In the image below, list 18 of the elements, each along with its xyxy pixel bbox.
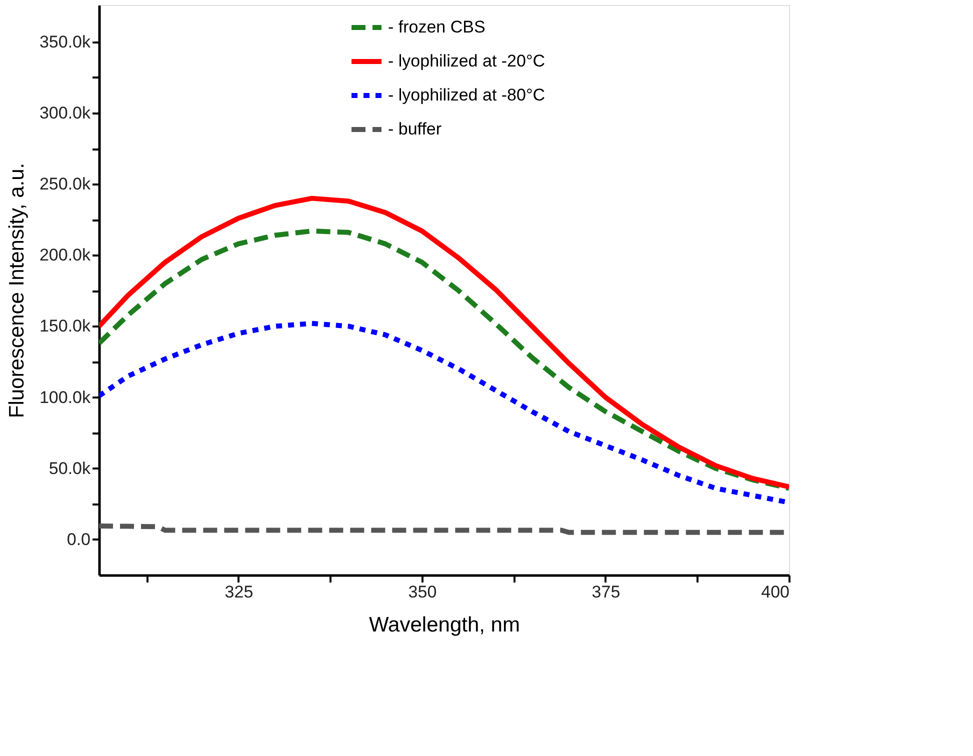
y-tick-label: 150.0k	[39, 316, 91, 336]
legend-label: - lyophilized at -20°C	[388, 52, 546, 70]
x-axis-title: Wavelength, nm	[369, 614, 520, 636]
y-tick-label: 350.0k	[39, 32, 91, 52]
x-tick-label: 350	[408, 582, 437, 602]
y-tick-label: 100.0k	[39, 388, 91, 407]
y-tick-label: 0.0	[66, 530, 90, 549]
legend-label: - lyophilized at -80°C	[388, 86, 546, 104]
x-tick-label: 400	[761, 582, 790, 602]
y-tick-label: 250.0k	[39, 174, 91, 194]
x-tick-label: 325	[224, 582, 254, 602]
legend-label: - frozen CBS	[388, 18, 486, 36]
legend-label: - buffer	[388, 120, 442, 138]
y-tick-label: 200.0k	[39, 246, 91, 265]
x-tick-label: 375	[592, 582, 620, 602]
y-tick-label: 50.0k	[48, 458, 91, 478]
y-axis-title: Fluorescence Intensity, a.u.	[5, 162, 28, 418]
y-tick-label: 300.0k	[39, 104, 91, 123]
